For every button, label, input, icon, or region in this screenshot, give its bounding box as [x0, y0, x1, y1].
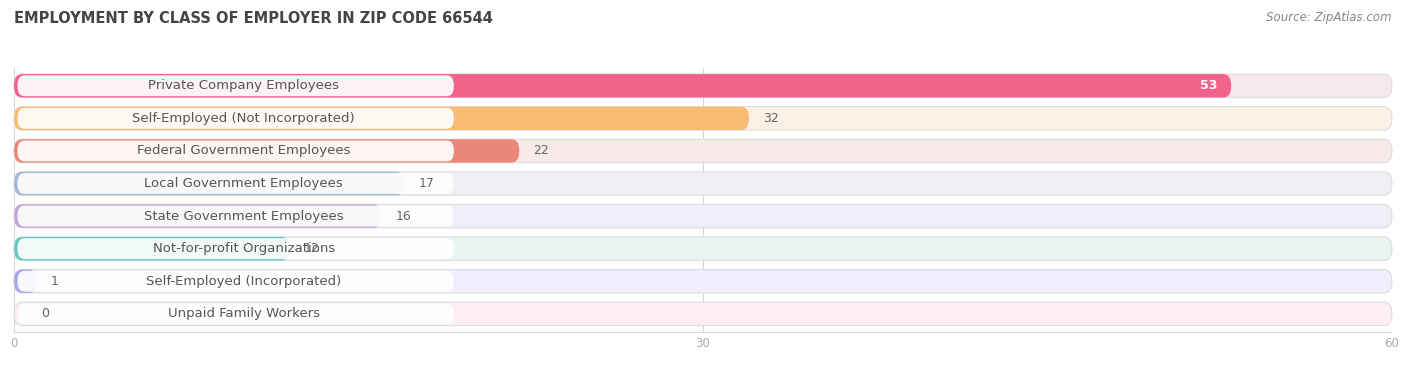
FancyBboxPatch shape	[14, 302, 1392, 326]
Text: Self-Employed (Incorporated): Self-Employed (Incorporated)	[146, 275, 342, 288]
FancyBboxPatch shape	[17, 141, 454, 161]
FancyBboxPatch shape	[17, 206, 454, 227]
Text: 12: 12	[304, 242, 319, 255]
FancyBboxPatch shape	[14, 172, 1392, 195]
Text: 32: 32	[762, 112, 779, 125]
FancyBboxPatch shape	[14, 139, 1392, 162]
FancyBboxPatch shape	[14, 172, 405, 195]
FancyBboxPatch shape	[17, 75, 454, 96]
FancyBboxPatch shape	[14, 204, 1392, 228]
FancyBboxPatch shape	[14, 237, 290, 261]
FancyBboxPatch shape	[14, 107, 1392, 130]
FancyBboxPatch shape	[17, 271, 454, 292]
FancyBboxPatch shape	[14, 204, 381, 228]
FancyBboxPatch shape	[17, 173, 454, 194]
FancyBboxPatch shape	[17, 303, 454, 324]
FancyBboxPatch shape	[14, 74, 1392, 98]
Text: 17: 17	[418, 177, 434, 190]
Text: EMPLOYMENT BY CLASS OF EMPLOYER IN ZIP CODE 66544: EMPLOYMENT BY CLASS OF EMPLOYER IN ZIP C…	[14, 11, 494, 26]
Text: 16: 16	[395, 210, 411, 222]
FancyBboxPatch shape	[14, 107, 749, 130]
Text: Not-for-profit Organizations: Not-for-profit Organizations	[153, 242, 335, 255]
Text: 1: 1	[51, 275, 59, 288]
FancyBboxPatch shape	[17, 238, 454, 259]
Text: 53: 53	[1201, 79, 1218, 92]
Text: Self-Employed (Not Incorporated): Self-Employed (Not Incorporated)	[132, 112, 356, 125]
Text: Unpaid Family Workers: Unpaid Family Workers	[167, 307, 319, 320]
Text: Source: ZipAtlas.com: Source: ZipAtlas.com	[1267, 11, 1392, 24]
Text: Federal Government Employees: Federal Government Employees	[136, 144, 350, 158]
Text: Local Government Employees: Local Government Employees	[145, 177, 343, 190]
FancyBboxPatch shape	[14, 270, 1392, 293]
FancyBboxPatch shape	[14, 270, 37, 293]
Text: Private Company Employees: Private Company Employees	[148, 79, 339, 92]
FancyBboxPatch shape	[14, 139, 519, 162]
Text: 22: 22	[533, 144, 548, 158]
Text: 0: 0	[42, 307, 49, 320]
FancyBboxPatch shape	[14, 74, 1232, 98]
FancyBboxPatch shape	[14, 237, 1392, 261]
Text: State Government Employees: State Government Employees	[143, 210, 343, 222]
FancyBboxPatch shape	[17, 108, 454, 129]
